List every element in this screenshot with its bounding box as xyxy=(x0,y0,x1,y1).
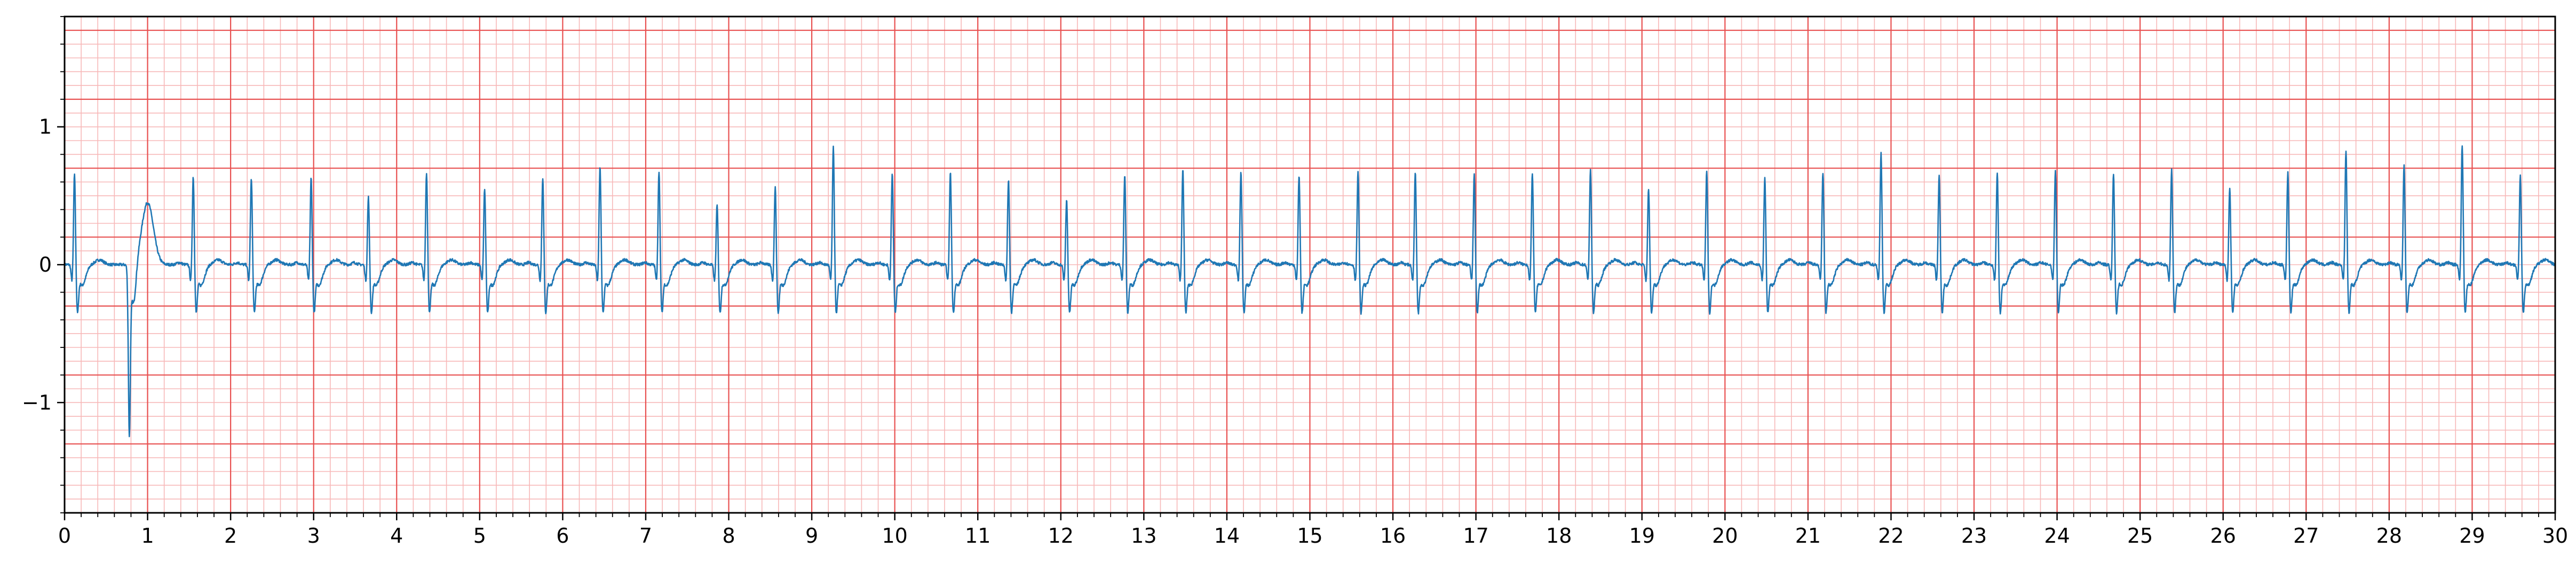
ecg-series-line xyxy=(64,145,2556,438)
x-tick-label: 27 xyxy=(2293,524,2319,548)
x-tick-label: 30 xyxy=(2542,524,2568,548)
x-tick-label: 26 xyxy=(2210,524,2236,548)
x-axis: 0 1 2 3 4 5 6 7 8 9 10 11 12 13 14 15 16 17 18 19 20 21 22 23 24… xyxy=(58,513,2568,548)
x-tick-label: 11 xyxy=(965,524,990,548)
x-tick-label: 1 xyxy=(141,524,154,548)
x-tick-label: 22 xyxy=(1878,524,1904,548)
x-tick-label: 8 xyxy=(722,524,735,548)
x-tick-label: 6 xyxy=(556,524,569,548)
y-axis: −1 0 1 xyxy=(22,16,65,513)
x-tick-label: 16 xyxy=(1380,524,1406,548)
x-tick-label: 24 xyxy=(2044,524,2070,548)
x-tick-label: 23 xyxy=(1961,524,1987,548)
x-tick-label: 10 xyxy=(882,524,907,548)
y-tick-label: 1 xyxy=(39,115,52,139)
y-tick-label: 0 xyxy=(39,253,52,276)
x-tick-label: 13 xyxy=(1131,524,1156,548)
y-tick-label: −1 xyxy=(22,391,52,414)
x-tick-label: 9 xyxy=(805,524,818,548)
x-tick-label: 5 xyxy=(473,524,486,548)
x-tick-label: 0 xyxy=(58,524,71,548)
x-tick-label: 12 xyxy=(1048,524,1074,548)
x-tick-label: 21 xyxy=(1795,524,1821,548)
x-tick-label: 29 xyxy=(2459,524,2485,548)
x-tick-label: 28 xyxy=(2376,524,2402,548)
x-tick-label: 7 xyxy=(639,524,652,548)
x-tick-label: 4 xyxy=(390,524,403,548)
x-tick-label: 20 xyxy=(1712,524,1738,548)
x-tick-label: 19 xyxy=(1629,524,1655,548)
x-tick-label: 15 xyxy=(1297,524,1322,548)
x-tick-label: 17 xyxy=(1463,524,1488,548)
x-tick-label: 18 xyxy=(1546,524,1572,548)
x-tick-label: 3 xyxy=(307,524,320,548)
major-grid xyxy=(64,17,2556,514)
x-tick-label: 25 xyxy=(2127,524,2153,548)
x-tick-label: 2 xyxy=(224,524,237,548)
x-tick-label: 14 xyxy=(1214,524,1240,548)
